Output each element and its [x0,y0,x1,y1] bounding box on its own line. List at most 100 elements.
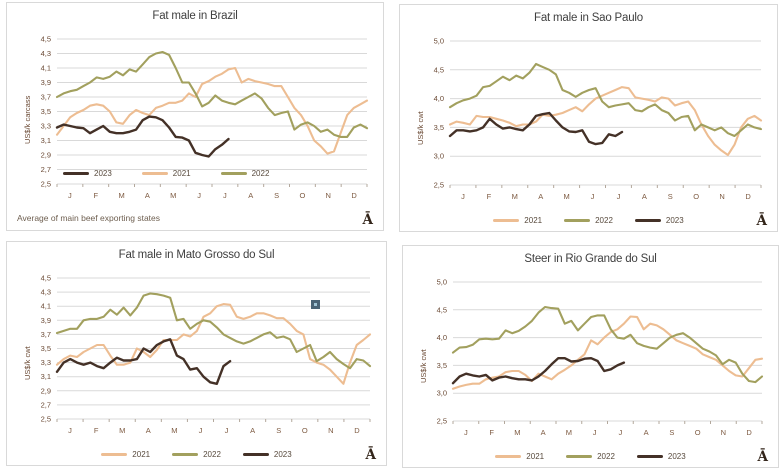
y-tick-label: 3,1 [41,372,51,381]
x-tick-label: A [642,192,647,201]
logo-mark: Ā [757,449,768,465]
series-line-2021 [448,86,763,157]
x-tick-label: S [668,192,673,201]
series-line-2022 [55,292,372,370]
x-tick-label: M [119,426,125,435]
y-tick-label: 2,5 [41,180,51,189]
chart-fat-male-sao-paulo: Fat male in Sao Paulo US$/k cwt 2,5 3,0 3,… [399,4,778,232]
legend-item-2021: 2021 [493,216,542,225]
chart-fat-male-brazil: Fat male in Brazil US$/k carcass 2,5 2,7 2… [6,2,384,231]
y-tick-label: 3,5 [437,361,447,370]
legend-item-2021: 2021 [141,169,191,178]
y-tick-label: 3,1 [41,136,51,145]
y-tick-label: 4,1 [41,302,51,311]
plot-area: 2,5 3,0 3,5 4,0 4,5 5,0 J F M A M J J A S O N D [437,278,764,437]
legend-label-2023: 2023 [94,169,112,178]
legend-swatch-2021 [495,455,522,458]
y-tick-label: 3,9 [41,78,51,87]
x-tick-label: J [197,191,201,200]
y-tick-label: 4,5 [437,305,447,314]
y-tick-label: 3,5 [434,123,444,132]
series-line-2023 [448,111,624,146]
legend-label-2023: 2023 [667,452,686,461]
legend-swatch-2023 [63,172,89,175]
y-tick-label: 5,0 [434,37,444,46]
legend-item-2023: 2023 [634,216,684,225]
y-tick-label: 4,0 [437,333,447,342]
y-tick-label: 3,0 [437,389,447,398]
x-tick-label: M [566,428,572,437]
y-gridlines-and-ticks: 2,5 3,0 3,5 4,0 4,5 5,0 [434,37,761,190]
legend-label-2022: 2022 [597,452,615,461]
x-tick-label: S [274,191,279,200]
legend-item-2022: 2022 [220,169,269,178]
x-tick-label: M [564,192,570,201]
y-tick-label: 3,5 [41,344,51,353]
y-tick-label: 2,5 [434,181,444,190]
y-tick-label: 4,1 [41,64,51,73]
y-tick-label: 2,5 [41,415,51,424]
legend-label-2021: 2021 [524,216,543,225]
x-tick-label: F [94,426,99,435]
legend-label-2023: 2023 [665,216,684,225]
y-tick-label: 5,0 [437,278,447,287]
series-line-2023 [55,115,230,158]
x-tick-label: D [354,426,360,435]
x-tick-label: J [591,192,595,201]
legend-label-2021: 2021 [526,452,545,461]
legend-item-2023: 2023 [636,452,686,461]
y-tick-label: 2,7 [41,165,51,174]
legend-swatch-2021 [493,219,520,222]
y-tick-label: 4,5 [434,65,444,74]
y-tick-label: 2,5 [437,417,447,426]
plot-area: 2,5 2,7 2,9 3,1 3,3 3,5 3,7 3,9 4,1 4,3 4,5 J F M A M J J… [41,274,372,435]
x-tick-label: F [489,428,494,437]
x-tick-label: M [170,191,176,200]
y-tick-label: 4,3 [41,49,51,58]
x-tick-label: J [225,426,229,435]
selection-handle-dot [314,303,317,306]
x-tick-label: J [461,192,465,201]
chart-steer-rio-grande-do-sul: Steer in Rio Grande do Sul US$/k cwt 2,5… [402,245,779,468]
legend-item-2023: 2023 [63,169,112,178]
x-tick-label: J [617,192,621,201]
x-tick-label: O [693,192,699,201]
x-tick-label: M [118,191,124,200]
chart-title: Fat male in Sao Paulo [534,12,643,24]
selection-handle-square[interactable] [311,300,320,309]
x-tick-label: J [223,191,227,200]
y-tick-label: 4,5 [41,274,51,283]
x-tick-label: J [593,428,597,437]
legend: 2021 2022 2023 [403,452,778,461]
y-tick-label: 3,9 [41,316,51,325]
x-tick-label: N [721,428,726,437]
x-tick-label: J [464,428,468,437]
legend-swatch-2022 [564,219,591,222]
x-tick-label: F [93,191,98,200]
legend-label-2023: 2023 [273,450,292,459]
chart-title: Steer in Rio Grande do Sul [524,253,657,265]
x-tick-label: M [171,426,177,435]
y-tick-label: 3,5 [41,107,51,116]
x-tick-label: J [68,191,72,200]
x-tick-label: D [746,428,752,437]
x-tick-label: O [302,426,308,435]
y-gridlines-and-ticks: 2,5 3,0 3,5 4,0 4,5 5,0 [437,278,762,426]
x-tick-label: A [541,428,546,437]
legend: 2021 2022 2023 [400,216,777,225]
y-tick-label: 2,9 [41,386,51,395]
legend: 2021 2022 2023 [7,450,386,459]
plot-area: 2,5 3,0 3,5 4,0 4,5 5,0 J F M A M J J A S O N D [434,37,763,201]
legend-swatch-2022 [566,455,593,458]
y-tick-label: 3,3 [41,122,51,131]
x-tick-label: A [250,426,255,435]
x-tick-label: D [745,192,751,201]
x-tick-label: J [68,426,72,435]
logo-mark: Ā [362,212,373,228]
y-tick-label: 2,7 [41,400,51,409]
x-tick-label: A [146,426,151,435]
x-tick-label: M [514,428,520,437]
